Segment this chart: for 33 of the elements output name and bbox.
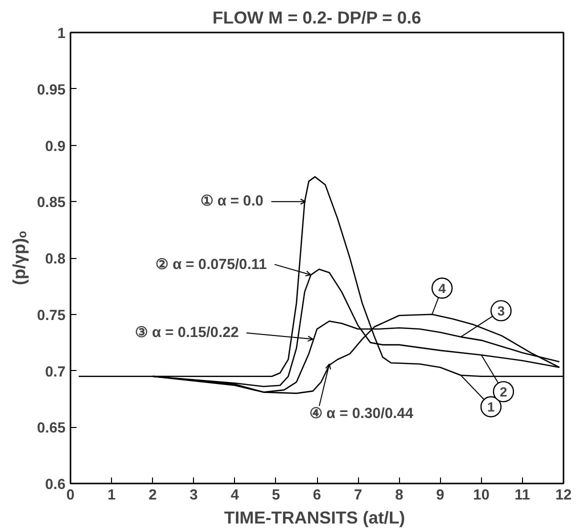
x-axis-title: TIME-TRANSITS (at/L)	[224, 508, 406, 528]
x-tick-label: 5	[272, 488, 280, 504]
series-label: 1	[487, 400, 496, 415]
x-tick-label: 11	[514, 488, 530, 504]
annotation: ① α = 0.0	[200, 194, 264, 210]
y-tick-label: 1	[57, 26, 66, 42]
y-tick-label: 0.8	[45, 252, 66, 268]
y-tick-label: 0.9	[45, 138, 66, 155]
annotation: ② α = 0.075/0.11	[156, 256, 267, 273]
x-tick-label: 10	[473, 488, 490, 504]
x-tick-label: 6	[312, 488, 322, 504]
y-tick-label: 0.95	[36, 82, 66, 98]
y-tick-label: 0.75	[36, 308, 66, 324]
x-tick-label: 8	[395, 488, 404, 504]
chart-title: FLOW M = 0.2- DP/P = 0.6	[212, 8, 422, 28]
series-label: 2	[500, 384, 508, 400]
x-tick-label: 12	[555, 488, 572, 504]
annotation: ④ α = 0.30/0.44	[309, 406, 414, 422]
y-tick-label: 0.85	[36, 195, 66, 212]
x-tick-label: 9	[436, 488, 444, 504]
x-tick-label: 2	[148, 488, 157, 504]
y-axis-title: (p/γp)ₒ	[8, 230, 29, 286]
annotation: ③ α = 0.15/0.22	[134, 325, 239, 342]
y-tick-label: 0.6	[45, 477, 66, 493]
x-tick-label: 4	[230, 488, 240, 504]
y-tick-label: 0.7	[45, 364, 66, 380]
x-tick-label: 7	[354, 488, 362, 504]
x-tick-label: 3	[190, 488, 198, 504]
x-tick-label: 1	[108, 488, 116, 504]
x-tick-label: 0	[66, 488, 75, 504]
series-label: 4	[438, 281, 446, 296]
y-tick-label: 0.65	[36, 420, 66, 437]
series-label: 3	[497, 304, 505, 319]
